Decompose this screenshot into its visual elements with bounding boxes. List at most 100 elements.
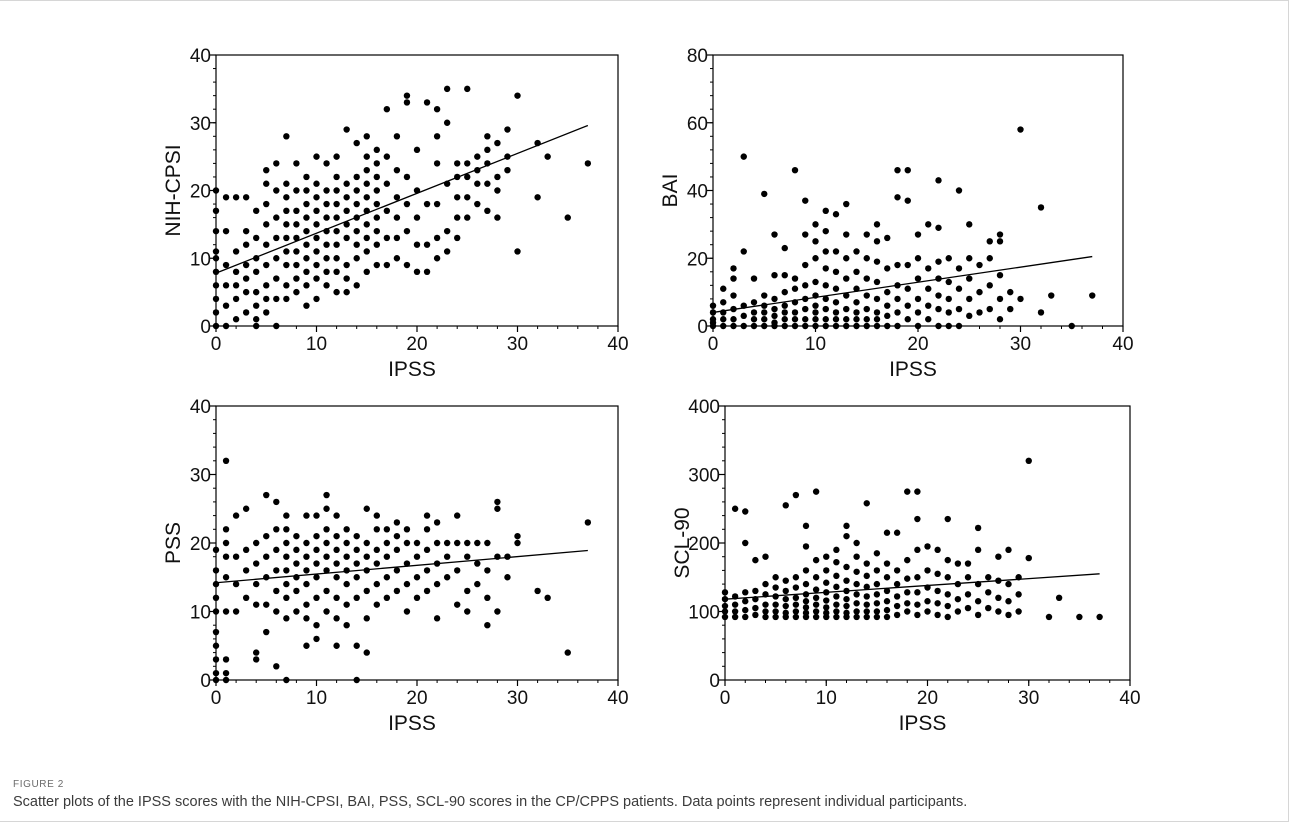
data-point	[303, 615, 310, 622]
data-point	[323, 539, 330, 547]
data-point	[873, 295, 881, 303]
data-point	[313, 207, 320, 215]
data-point	[464, 587, 471, 595]
x-axis-title: IPSS	[388, 712, 436, 735]
data-point	[393, 194, 401, 201]
data-point	[802, 591, 810, 598]
data-point	[1068, 322, 1075, 330]
data-point	[373, 241, 380, 248]
x-axis-title: IPSS	[889, 358, 937, 381]
data-point	[222, 676, 230, 684]
data-point	[293, 187, 300, 194]
data-point	[413, 214, 421, 221]
data-point	[283, 580, 290, 588]
data-point	[283, 615, 290, 622]
data-point	[832, 309, 840, 316]
data-point	[772, 584, 779, 591]
data-point	[333, 255, 340, 262]
data-point	[273, 234, 280, 242]
data-point	[812, 608, 820, 615]
data-point	[403, 580, 411, 588]
data-point	[333, 532, 340, 540]
data-point	[393, 234, 401, 242]
data-point	[353, 255, 360, 262]
data-point	[935, 305, 942, 313]
data-point	[873, 613, 881, 621]
data-point	[802, 543, 810, 550]
data-point	[822, 316, 829, 323]
data-point	[873, 278, 881, 286]
data-point	[433, 200, 441, 208]
data-point	[253, 288, 260, 296]
data-point	[833, 601, 840, 608]
data-point	[534, 587, 541, 595]
data-point	[986, 238, 993, 245]
data-point	[945, 309, 952, 316]
data-point	[893, 580, 901, 588]
y-tick-label: 20	[190, 534, 211, 555]
data-point	[812, 316, 819, 323]
data-point	[373, 526, 380, 533]
data-point	[995, 608, 1002, 615]
data-point	[433, 133, 441, 140]
data-point	[802, 522, 810, 530]
data-point	[242, 241, 250, 248]
data-point	[383, 553, 391, 560]
data-point	[966, 295, 973, 303]
data-point	[843, 602, 850, 610]
data-point	[403, 200, 411, 208]
data-point	[1007, 305, 1014, 313]
data-point	[333, 574, 340, 581]
data-point	[894, 166, 901, 174]
data-point	[212, 295, 220, 303]
data-point	[762, 601, 769, 608]
data-point	[833, 608, 840, 615]
data-point	[373, 560, 380, 567]
data-point	[853, 608, 860, 615]
data-point	[283, 282, 290, 289]
data-point	[413, 574, 421, 581]
data-point	[303, 255, 310, 262]
data-point	[955, 322, 963, 330]
data-point	[974, 546, 982, 554]
data-point	[812, 255, 819, 262]
data-point	[383, 574, 391, 581]
data-point	[843, 522, 850, 530]
data-point	[873, 309, 881, 316]
y-tick-label: 300	[688, 466, 720, 487]
data-point	[393, 567, 401, 574]
data-point	[752, 556, 759, 564]
data-point	[873, 600, 881, 607]
data-point	[802, 580, 810, 588]
data-point	[772, 593, 779, 600]
data-point	[884, 312, 891, 320]
data-point	[843, 292, 850, 299]
data-point	[242, 261, 250, 269]
data-point	[393, 133, 401, 140]
data-point	[935, 258, 942, 265]
data-point	[534, 194, 541, 201]
data-point	[976, 288, 983, 296]
data-point	[303, 601, 310, 608]
data-point	[232, 268, 240, 275]
data-point	[791, 309, 799, 316]
data-point	[343, 207, 350, 215]
x-tick-label: 20	[406, 688, 427, 709]
data-point	[584, 519, 592, 526]
data-point	[833, 593, 840, 600]
data-point	[812, 221, 819, 228]
data-point	[944, 591, 951, 598]
data-point	[454, 214, 461, 221]
data-point	[853, 322, 860, 330]
data-point	[1025, 457, 1032, 464]
data-point	[904, 575, 911, 582]
y-tick-label: 0	[200, 317, 211, 338]
data-point	[303, 214, 310, 221]
data-point	[843, 275, 850, 282]
y-tick-label: 80	[687, 46, 708, 67]
data-point	[822, 322, 829, 330]
data-point	[986, 282, 993, 289]
data-point	[925, 265, 932, 272]
data-point	[742, 598, 749, 605]
data-point	[893, 529, 901, 536]
